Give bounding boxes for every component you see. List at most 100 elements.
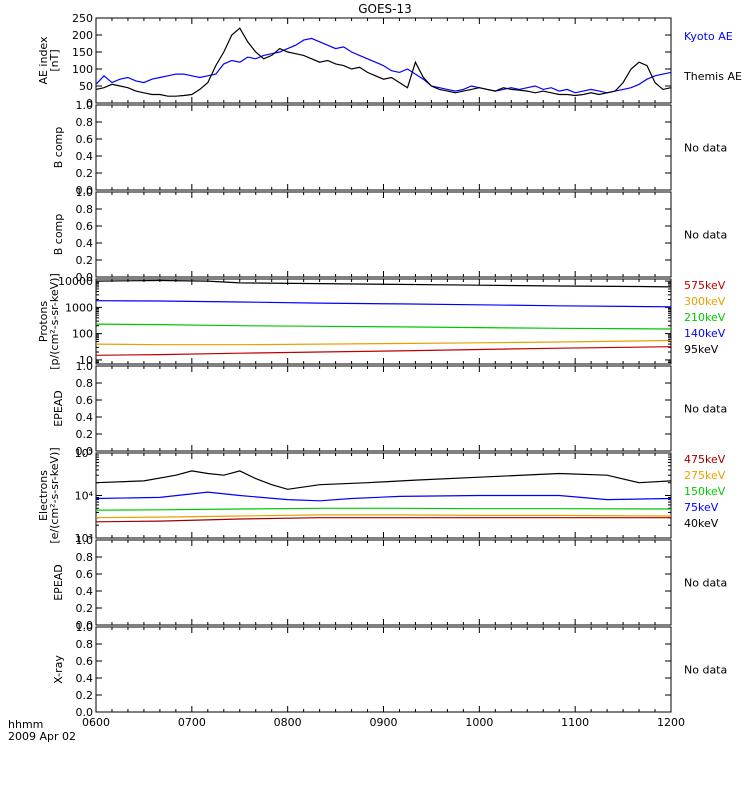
y-tick-label: 1.0	[76, 534, 94, 547]
y-tick-label: 250	[72, 12, 93, 25]
series-line-275kev	[95, 514, 672, 519]
y-tick-label: 0.4	[76, 237, 94, 250]
panel-frame-epead1	[95, 365, 672, 452]
no-data-label: No data	[684, 403, 727, 416]
no-data-label: No data	[684, 142, 727, 155]
x-tick-label: 0600	[82, 716, 110, 729]
no-data-label: No data	[684, 577, 727, 590]
y-tick-label: 0.0	[76, 445, 94, 458]
y-axis-label: EPEAD	[52, 564, 65, 601]
x-tick-label: 0800	[274, 716, 302, 729]
panel-ae: 0 50 100 150 200 250 AE index[nT] Kyoto AE Themi…	[37, 12, 742, 110]
series-line-475kev	[95, 517, 671, 523]
panel-frame-epead2	[95, 539, 672, 626]
legend-entry-themis-ae: Themis AE	[683, 70, 742, 83]
y-tick-label: 0	[86, 97, 93, 110]
y-tick-label: 10⁵	[75, 447, 93, 460]
y-tick-label: 0.8	[76, 116, 94, 129]
no-data-label: No data	[684, 664, 727, 677]
y-tick-label: 1000	[65, 301, 93, 314]
time-axis-date-label: 2009 Apr 02	[8, 730, 76, 743]
y-tick-label: 0.0	[76, 706, 94, 719]
panel-electrons: 10³ 10⁴ 10⁵ Electrons[e/(cm²-s-sr-keV)] 475k…	[37, 447, 726, 545]
y-tick-label: 10³	[75, 532, 93, 545]
y-axis-label: B comp	[52, 127, 65, 169]
series-line-210kev	[95, 323, 672, 330]
y-axis-label: B comp	[52, 214, 65, 256]
legend-entry-kyoto-ae: Kyoto AE	[684, 30, 733, 43]
series-line-300kev	[95, 339, 672, 346]
chart-title: GOES-13	[358, 2, 412, 16]
y-tick-label: 100	[72, 328, 93, 341]
no-data-label: No data	[684, 229, 727, 242]
y-axis-label: [p/(cm²-s-sr-keV)]	[48, 273, 61, 370]
panel-frame-b1	[95, 104, 672, 191]
y-tick-label: 0.6	[76, 394, 94, 407]
series-line-themis-ae	[95, 27, 672, 97]
y-tick-label: 0.2	[76, 689, 94, 702]
y-axis-label: Protons	[37, 301, 50, 342]
series-line-kyoto-ae	[95, 37, 672, 94]
y-tick-label: 0.4	[76, 411, 94, 424]
y-tick-label: 0.0	[76, 271, 94, 284]
y-axis-label: X-ray	[52, 655, 65, 684]
y-tick-label: 0.0	[76, 184, 94, 197]
x-tick-label: 1100	[561, 716, 589, 729]
legend-entry-75kev: 75keV	[684, 501, 719, 514]
legend-entry-275kev: 275keV	[684, 469, 726, 482]
y-axis-label: [nT]	[48, 49, 61, 71]
y-tick-label: 0.4	[76, 585, 94, 598]
y-tick-label: 0.6	[76, 655, 94, 668]
series-line-575kev	[95, 346, 672, 356]
y-axis-label: Electrons	[37, 470, 50, 521]
y-tick-label: 0.8	[76, 377, 94, 390]
x-tick-label: 0900	[370, 716, 398, 729]
y-tick-label: 10⁴	[75, 490, 94, 503]
panel-xray: 0.0 0.2 0.4 0.6 0.8 1.0 X-ray No data	[52, 621, 727, 719]
y-tick-label: 0.2	[76, 254, 94, 267]
series-line-40kev	[95, 470, 672, 490]
y-tick-label: 0.6	[76, 568, 94, 581]
series-line-95kev	[95, 279, 672, 288]
legend-entry-150kev: 150keV	[684, 485, 726, 498]
panel-epead1: 0.0 0.2 0.4 0.6 0.8 1.0 EPEAD No data	[52, 360, 727, 458]
panel-epead2: 0.0 0.2 0.4 0.6 0.8 1.0 EPEAD No data	[52, 534, 727, 632]
legend-entry-475kev: 475keV	[684, 453, 726, 466]
y-tick-label: 0.4	[76, 150, 94, 163]
y-tick-label: 1.0	[76, 99, 94, 112]
y-tick-label: 0.0	[76, 619, 94, 632]
y-tick-label: 0.6	[76, 220, 94, 233]
panel-frame-b2	[95, 191, 672, 278]
legend-entry-40kev: 40keV	[684, 517, 719, 530]
y-tick-label: 50	[79, 80, 93, 93]
series-line-140kev	[95, 300, 672, 308]
legend-entry-300kev: 300keV	[684, 295, 726, 308]
panel-b1: 0.0 0.2 0.4 0.6 0.8 1.0 B comp No data	[52, 99, 727, 197]
y-axis-label: EPEAD	[52, 390, 65, 427]
y-tick-label: 0.2	[76, 602, 94, 615]
legend-entry-210kev: 210keV	[684, 311, 726, 324]
legend-entry-575kev: 575keV	[684, 279, 726, 292]
y-tick-label: 150	[72, 46, 93, 59]
time-axis-unit-label: hhmm	[8, 718, 43, 731]
panel-protons: 10 100 1000 10000 Protons[p/(cm²-s-sr-keV)] 5…	[37, 273, 726, 370]
y-tick-label: 0.8	[76, 551, 94, 564]
y-axis-label: AE index	[37, 36, 50, 85]
x-tick-label: 0700	[178, 716, 206, 729]
y-tick-label: 0.8	[76, 203, 94, 216]
panel-b2: 0.0 0.2 0.4 0.6 0.8 1.0 B comp No data	[52, 186, 727, 284]
legend-entry-140kev: 140keV	[684, 327, 726, 340]
y-tick-label: 0.6	[76, 133, 94, 146]
y-tick-label: 0.8	[76, 638, 94, 651]
x-tick-label: 1000	[465, 716, 493, 729]
y-tick-label: 10	[79, 354, 93, 367]
panel-frame-xray	[95, 626, 672, 713]
series-line-75kev	[95, 491, 672, 502]
y-tick-label: 0.2	[76, 428, 94, 441]
y-tick-label: 200	[72, 29, 93, 42]
y-tick-label: 0.4	[76, 672, 94, 685]
series-line-150kev	[95, 507, 672, 511]
y-tick-label: 0.2	[76, 167, 94, 180]
y-tick-label: 1.0	[76, 360, 94, 373]
